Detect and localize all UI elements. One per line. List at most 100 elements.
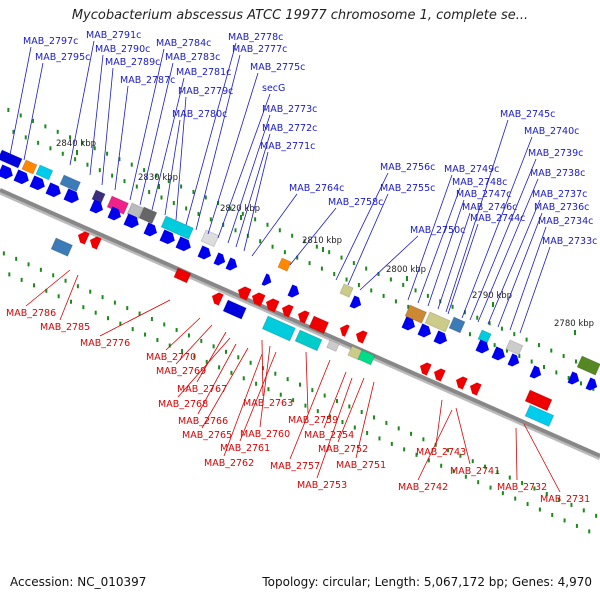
- gene-label-mab-2795c[interactable]: MAB_2795c: [35, 52, 90, 63]
- gene-label-mab-2761[interactable]: MAB_2761: [220, 443, 270, 454]
- gene-label-mab-2791c[interactable]: MAB_2791c: [86, 30, 141, 41]
- reverse-feature-block[interactable]: [357, 349, 376, 366]
- reverse-gene-arrow[interactable]: [296, 309, 310, 324]
- reverse-feature-block[interactable]: [326, 339, 340, 353]
- gene-label-mab-2755c[interactable]: MAB_2755c: [380, 183, 435, 194]
- forward-gene-arrow[interactable]: [349, 295, 364, 311]
- forward-feature-block[interactable]: [21, 159, 38, 175]
- reverse-feature-block[interactable]: [524, 404, 555, 428]
- reverse-feature-block[interactable]: [261, 315, 297, 342]
- forward-feature-block[interactable]: [339, 283, 354, 298]
- gene-label-mab-2731[interactable]: MAB_2731: [540, 494, 590, 505]
- gene-label-mab-2787c[interactable]: MAB_2787c: [120, 75, 175, 86]
- forward-gene-arrow[interactable]: [213, 252, 228, 268]
- gene-label-mab-2797c[interactable]: MAB_2797c: [23, 36, 78, 47]
- gene-label-mab-2772c[interactable]: MAB_2772c: [262, 123, 317, 134]
- reverse-feature-block[interactable]: [294, 329, 323, 352]
- forward-gene-arrow[interactable]: [123, 213, 142, 231]
- forward-feature-block[interactable]: [424, 311, 451, 333]
- reverse-feature-block[interactable]: [308, 315, 330, 335]
- gene-label-mab-2746c[interactable]: MAB_2746c: [462, 202, 517, 213]
- gene-label-mab-2740c[interactable]: MAB_2740c: [524, 126, 579, 137]
- gene-label-mab-2737c[interactable]: MAB_2737c: [532, 189, 587, 200]
- gene-label-mab-2756c[interactable]: MAB_2756c: [380, 162, 435, 173]
- gene-label-mab-2750c[interactable]: MAB_2750c: [410, 225, 465, 236]
- gene-label-mab-2775c[interactable]: MAB_2775c: [250, 62, 305, 73]
- reverse-gene-arrow[interactable]: [88, 235, 102, 250]
- forward-feature-block[interactable]: [576, 355, 600, 376]
- gene-label-mab-2763[interactable]: MAB_2763: [243, 398, 293, 409]
- forward-feature-block[interactable]: [35, 164, 54, 181]
- forward-gene-arrow[interactable]: [585, 377, 600, 393]
- gene-label-mab-2781c[interactable]: MAB_2781c: [176, 67, 231, 78]
- gene-label-mab-2744c[interactable]: MAB_2744c: [470, 213, 525, 224]
- forward-gene-arrow[interactable]: [89, 199, 106, 216]
- forward-gene-arrow[interactable]: [63, 188, 82, 206]
- forward-gene-arrow[interactable]: [475, 339, 492, 356]
- gene-label-mab-2748c[interactable]: MAB_2748c: [452, 177, 507, 188]
- reverse-feature-block[interactable]: [524, 389, 553, 412]
- gene-label-mab-2770[interactable]: MAB_2770: [146, 352, 196, 363]
- reverse-gene-arrow[interactable]: [236, 285, 252, 301]
- gene-label-mab-2734c[interactable]: MAB_2734c: [538, 216, 593, 227]
- forward-gene-arrow[interactable]: [107, 206, 124, 223]
- forward-gene-arrow[interactable]: [159, 229, 178, 247]
- reverse-gene-arrow[interactable]: [354, 329, 368, 344]
- gene-label-mab-2749c[interactable]: MAB_2749c: [444, 164, 499, 175]
- reverse-gene-arrow[interactable]: [468, 381, 482, 396]
- gene-label-mab-2771c[interactable]: MAB_2771c: [260, 141, 315, 152]
- reverse-feature-block[interactable]: [222, 299, 247, 320]
- gene-label-mab-2732[interactable]: MAB_2732: [497, 482, 547, 493]
- forward-feature-block[interactable]: [59, 174, 82, 193]
- forward-gene-arrow[interactable]: [287, 284, 302, 300]
- reverse-feature-block[interactable]: [173, 267, 192, 284]
- forward-gene-arrow[interactable]: [401, 316, 418, 333]
- gene-label-secg[interactable]: secG: [262, 83, 285, 94]
- forward-gene-arrow[interactable]: [261, 273, 274, 288]
- gene-label-mab-2768[interactable]: MAB_2768: [158, 399, 208, 410]
- gene-label-mab-2753[interactable]: MAB_2753: [297, 480, 347, 491]
- forward-gene-arrow[interactable]: [433, 330, 450, 347]
- gene-label-mab-2736c[interactable]: MAB_2736c: [534, 202, 589, 213]
- reverse-gene-arrow[interactable]: [338, 323, 350, 337]
- gene-label-mab-2760[interactable]: MAB_2760: [240, 429, 290, 440]
- gene-label-mab-2780c[interactable]: MAB_2780c: [172, 109, 227, 120]
- forward-feature-block[interactable]: [160, 215, 195, 240]
- gene-label-mab-2741[interactable]: MAB_2741: [450, 466, 500, 477]
- gene-label-mab-2742[interactable]: MAB_2742: [398, 482, 448, 493]
- gene-label-mab-2752[interactable]: MAB_2752: [318, 444, 368, 455]
- forward-gene-arrow[interactable]: [567, 371, 582, 387]
- reverse-gene-arrow[interactable]: [418, 361, 432, 376]
- reverse-gene-arrow[interactable]: [264, 297, 280, 313]
- gene-label-mab-2751[interactable]: MAB_2751: [336, 460, 386, 471]
- gene-label-mab-2776[interactable]: MAB_2776: [80, 338, 130, 349]
- forward-gene-arrow[interactable]: [29, 175, 48, 193]
- reverse-gene-arrow[interactable]: [432, 367, 446, 382]
- gene-label-mab-2764c[interactable]: MAB_2764c: [289, 183, 344, 194]
- gene-label-mab-2766[interactable]: MAB_2766: [178, 416, 228, 427]
- forward-feature-block[interactable]: [448, 316, 466, 334]
- gene-label-mab-2777c[interactable]: MAB_2777c: [232, 44, 287, 55]
- gene-label-mab-2785[interactable]: MAB_2785: [40, 322, 90, 333]
- forward-feature-block[interactable]: [277, 257, 292, 272]
- reverse-gene-arrow[interactable]: [210, 291, 224, 306]
- gene-label-mab-2757[interactable]: MAB_2757: [270, 461, 320, 472]
- forward-feature-block[interactable]: [138, 206, 158, 225]
- forward-feature-block[interactable]: [505, 339, 524, 356]
- forward-gene-arrow[interactable]: [491, 346, 508, 363]
- gene-label-mab-2779c[interactable]: MAB_2779c: [178, 86, 233, 97]
- forward-gene-arrow[interactable]: [417, 323, 434, 340]
- gene-label-mab-2784c[interactable]: MAB_2784c: [156, 38, 211, 49]
- gene-label-mab-2769[interactable]: MAB_2769: [156, 366, 206, 377]
- gene-label-mab-2738c[interactable]: MAB_2738c: [530, 168, 585, 179]
- forward-gene-arrow[interactable]: [0, 164, 15, 182]
- gene-label-mab-2786[interactable]: MAB_2786: [6, 308, 56, 319]
- forward-gene-arrow[interactable]: [529, 365, 544, 381]
- gene-label-mab-2743[interactable]: MAB_2743: [416, 447, 466, 458]
- gene-label-mab-2778c[interactable]: MAB_2778c: [228, 32, 283, 43]
- forward-feature-block[interactable]: [404, 304, 428, 324]
- forward-gene-arrow[interactable]: [507, 353, 522, 369]
- gene-label-mab-2765[interactable]: MAB_2765: [182, 430, 232, 441]
- forward-gene-arrow[interactable]: [175, 236, 194, 254]
